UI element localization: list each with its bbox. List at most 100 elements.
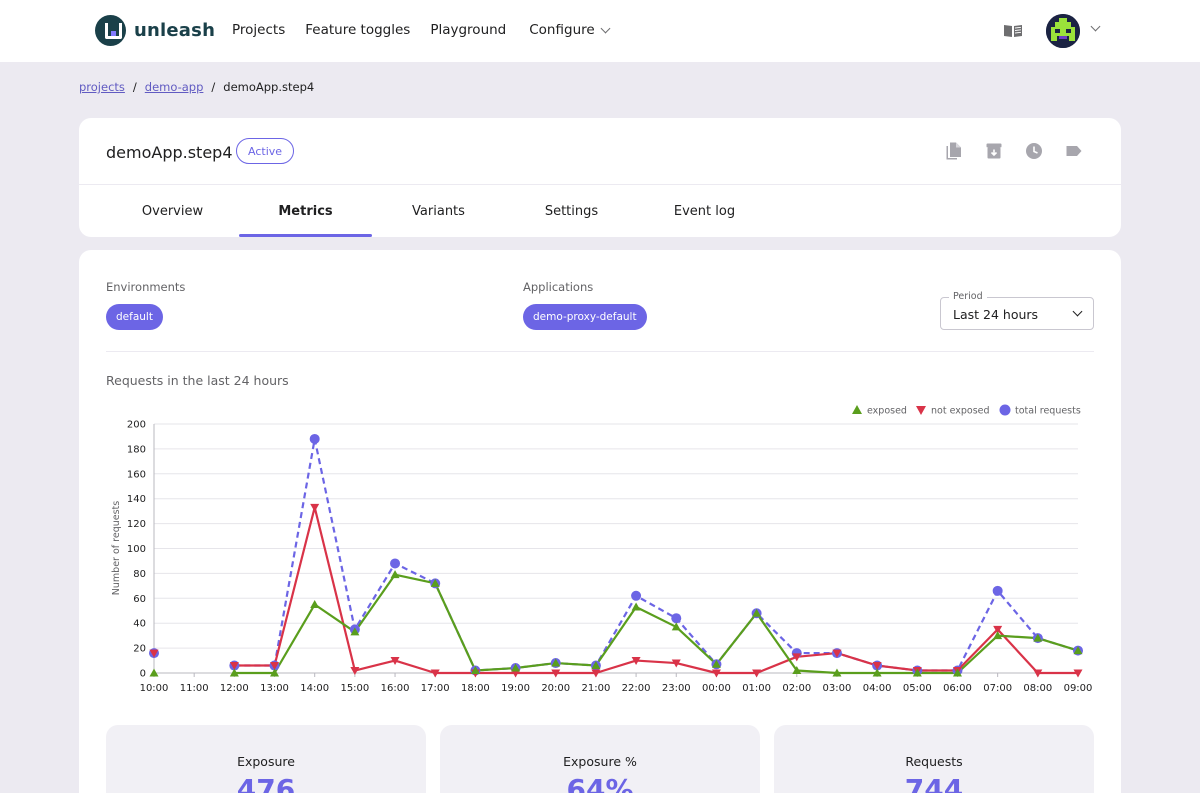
breadcrumb-app[interactable]: demo-app (144, 80, 204, 94)
x-tick-label: 07:00 (983, 683, 1012, 694)
chevron-down-icon (600, 23, 611, 33)
tab-event-log[interactable]: Event log (673, 203, 736, 219)
y-axis-label: Number of requests (111, 501, 122, 595)
legend-label: exposed (867, 406, 907, 417)
exposed-point (832, 668, 842, 677)
exposed-point (1033, 633, 1043, 642)
y-tick-label: 100 (127, 544, 146, 555)
period-select[interactable]: Period Last 24 hours (940, 291, 1094, 330)
exposed-point (993, 631, 1003, 640)
x-tick-label: 04:00 (863, 683, 892, 694)
y-tick-label: 200 (127, 420, 146, 431)
x-tick-label: 18:00 (461, 683, 490, 694)
chevron-down-icon[interactable] (1090, 21, 1101, 32)
nav-projects[interactable]: Projects (232, 22, 286, 38)
breadcrumb: projects / demo-app / demoApp.step4 (79, 80, 314, 94)
total-requests-point (309, 433, 320, 444)
exposed-point (149, 668, 159, 677)
nav-configure[interactable]: Configure (529, 22, 611, 38)
legend-item[interactable]: not exposed (916, 406, 990, 417)
not-exposed-point (551, 669, 561, 678)
x-tick-label: 19:00 (501, 683, 530, 694)
legend-item[interactable]: total requests (999, 404, 1081, 417)
stat-value: 744 (904, 773, 964, 793)
metrics-card: Environments default Applications demo-p… (79, 250, 1121, 793)
application-chip[interactable]: demo-proxy-default (523, 304, 647, 330)
not-exposed-point (631, 657, 641, 666)
tab-settings[interactable]: Settings (544, 203, 599, 219)
not-exposed-point (310, 503, 320, 512)
nav-playground[interactable]: Playground (430, 22, 507, 38)
not-exposed-point (350, 667, 360, 676)
breadcrumb-current: demoApp.step4 (223, 80, 315, 94)
legend-item[interactable]: exposed (852, 405, 907, 417)
history-clock-icon[interactable] (1025, 142, 1043, 160)
tab-variants[interactable]: Variants (412, 203, 465, 219)
x-tick-label: 22:00 (622, 683, 651, 694)
unleash-logo[interactable]: unleash (95, 15, 215, 46)
environment-chip[interactable]: default (106, 304, 163, 330)
user-avatar[interactable] (1046, 14, 1080, 48)
feature-header-card: demoApp.step4 Active Overview Metrics Va… (79, 118, 1121, 237)
legend-marker (999, 404, 1011, 416)
exposed-point (430, 578, 440, 587)
stat-card-exposure-percent: Exposure % 64% (440, 725, 760, 793)
not-exposed-point (1073, 669, 1083, 678)
tab-metrics[interactable]: Metrics (239, 185, 372, 237)
total-requests-point (631, 590, 642, 601)
logo-text: unleash (134, 20, 216, 41)
exposed-point (390, 570, 400, 579)
x-tick-label: 16:00 (381, 683, 410, 694)
legend-marker (852, 405, 862, 414)
not-exposed-point (792, 653, 802, 662)
exposed-point (872, 668, 882, 677)
chart-title: Requests in the last 24 hours (106, 373, 289, 388)
x-tick-label: 13:00 (260, 683, 289, 694)
exposed-line (234, 573, 1079, 675)
y-tick-label: 80 (133, 569, 146, 580)
documentation-book-icon[interactable] (1003, 23, 1023, 38)
y-tick-label: 180 (127, 444, 146, 455)
not-exposed-point (229, 662, 239, 671)
exposed-point (711, 659, 721, 668)
x-tick-label: 23:00 (662, 683, 691, 694)
x-tick-label: 14:00 (300, 683, 329, 694)
x-tick-label: 00:00 (702, 683, 731, 694)
archive-icon[interactable] (985, 142, 1003, 160)
x-tick-label: 02:00 (782, 683, 811, 694)
legend-marker (916, 406, 926, 415)
status-badge: Active (236, 138, 295, 164)
main-nav: Projects Feature toggles Playground Conf… (232, 22, 629, 38)
x-tick-label: 08:00 (1023, 683, 1052, 694)
y-tick-label: 20 (133, 644, 146, 655)
y-tick-label: 40 (133, 619, 146, 630)
exposed-point (752, 608, 762, 617)
exposed-point (591, 661, 601, 670)
tag-icon[interactable] (1065, 142, 1083, 160)
x-tick-label: 06:00 (943, 683, 972, 694)
exposed-point (270, 668, 280, 677)
exposed-point (952, 668, 962, 677)
tab-overview[interactable]: Overview (141, 203, 204, 219)
exposed-point (631, 602, 641, 611)
stat-label: Requests (905, 754, 963, 769)
breadcrumb-projects[interactable]: projects (79, 80, 125, 94)
copy-icon[interactable] (945, 142, 963, 160)
not-exposed-line (234, 506, 1078, 675)
stat-card-requests: Requests 744 (774, 725, 1094, 793)
y-tick-label: 120 (127, 519, 146, 530)
x-tick-label: 09:00 (1064, 683, 1093, 694)
exposed-point (350, 627, 360, 636)
chevron-down-icon (1072, 306, 1083, 317)
x-tick-label: 10:00 (140, 683, 169, 694)
period-value: Last 24 hours (953, 307, 1039, 322)
x-tick-label: 17:00 (421, 683, 450, 694)
not-exposed-point (591, 669, 601, 678)
nav-feature-toggles[interactable]: Feature toggles (305, 22, 411, 38)
top-nav: unleash Projects Feature toggles Playgro… (0, 0, 1200, 62)
stat-card-exposure: Exposure 476 (106, 725, 426, 793)
x-tick-label: 12:00 (220, 683, 249, 694)
legend-label: not exposed (931, 406, 990, 417)
avatar-pixel-icon (1046, 14, 1080, 48)
x-tick-label: 11:00 (180, 683, 209, 694)
